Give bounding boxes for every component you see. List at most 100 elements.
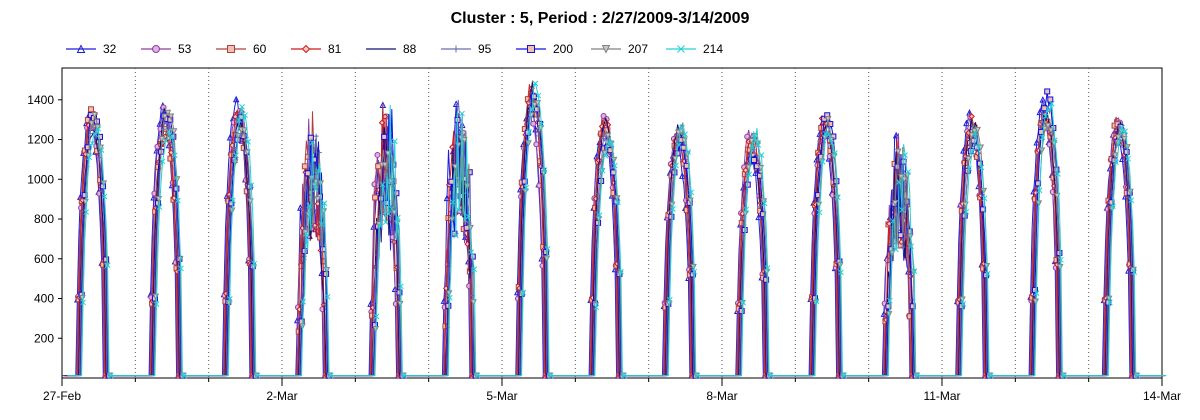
y-tick-label: 1200: [27, 133, 54, 147]
data-point: [86, 154, 93, 161]
data-point: [448, 178, 455, 185]
data-point: [1035, 180, 1042, 187]
data-point: [685, 148, 691, 155]
data-point: [1033, 138, 1041, 146]
data-point: [981, 195, 988, 202]
data-point: [297, 204, 304, 211]
chart-title: Cluster : 5, Period : 2/27/2009-3/14/200…: [450, 10, 750, 27]
data-point: [372, 194, 379, 201]
data-point: [689, 271, 696, 278]
data-point: [468, 249, 475, 256]
data-point: [972, 129, 979, 136]
data-point: [393, 190, 400, 197]
legend-label: 53: [178, 42, 192, 56]
legend: 32 53 60 81 88 95 200 207 214: [66, 42, 723, 56]
data-point: [825, 131, 832, 138]
data-point: [767, 372, 774, 379]
data-point: [602, 152, 609, 159]
data-point: [761, 200, 768, 207]
data-point: [1032, 286, 1039, 293]
data-point: [816, 209, 823, 216]
legend-item: 32: [66, 42, 117, 56]
data-point: [1048, 100, 1055, 107]
data-point: [975, 144, 982, 150]
data-point: [604, 132, 612, 140]
data-point: [1116, 140, 1122, 146]
data-point: [465, 213, 471, 220]
series-line-214: [67, 82, 1167, 377]
data-point: [310, 156, 317, 163]
data-point: [164, 109, 172, 117]
data-point: [608, 141, 615, 148]
data-point: [1061, 372, 1067, 379]
data-point: [682, 131, 688, 138]
data-point: [232, 95, 240, 103]
data-point: [1134, 372, 1141, 379]
data-point: [152, 45, 160, 53]
data-point: [1051, 137, 1058, 144]
data-point: [165, 128, 172, 135]
data-point: [1111, 152, 1119, 159]
data-point: [228, 193, 234, 199]
data-point: [241, 127, 248, 135]
data-point: [306, 202, 313, 209]
data-point: [298, 318, 305, 325]
data-point: [530, 120, 537, 127]
y-tick-label: 400: [34, 292, 54, 306]
x-tick-label: 11-Mar: [923, 389, 960, 403]
data-point: [535, 92, 542, 99]
data-point: [381, 133, 388, 140]
series-layer: [62, 80, 1167, 380]
data-point: [1044, 88, 1051, 95]
data-point: [181, 372, 187, 379]
data-point: [321, 200, 328, 207]
data-point: [453, 232, 459, 239]
data-point: [676, 142, 682, 148]
data-point: [92, 131, 99, 138]
data-point: [893, 246, 899, 253]
data-point: [254, 372, 261, 379]
data-point: [763, 276, 770, 283]
data-point: [896, 179, 902, 185]
data-point: [1047, 127, 1055, 135]
data-point: [835, 194, 841, 201]
data-point: [156, 204, 163, 211]
data-point: [309, 139, 316, 146]
data-point: [314, 196, 321, 203]
data-point: [456, 207, 462, 213]
data-point: [905, 169, 911, 175]
data-point: [300, 298, 306, 305]
data-point: [547, 372, 554, 379]
data-point: [168, 132, 175, 139]
data-point: [226, 296, 233, 302]
data-point: [666, 296, 673, 303]
data-point: [526, 129, 533, 135]
legend-item: 95: [441, 42, 492, 56]
data-point: [83, 209, 90, 215]
data-point: [1042, 113, 1049, 120]
x-tick-label: 5-Mar: [486, 389, 517, 403]
data-point: [98, 147, 105, 153]
data-point: [167, 155, 174, 162]
x-tick-label: 14-Mar: [1143, 389, 1181, 403]
data-point: [987, 372, 994, 379]
data-point: [452, 45, 460, 53]
data-point: [452, 100, 460, 107]
data-point: [375, 163, 382, 170]
data-point: [679, 124, 685, 131]
data-point: [301, 44, 311, 54]
data-point: [474, 372, 481, 379]
data-point: [385, 211, 392, 217]
data-point: [303, 230, 310, 237]
data-point: [755, 142, 762, 148]
data-point: [690, 263, 697, 271]
data-point: [831, 150, 838, 156]
data-point: [1045, 106, 1052, 113]
data-point: [824, 116, 832, 123]
data-point: [101, 193, 108, 200]
data-point: [604, 127, 611, 134]
data-point: [103, 256, 110, 263]
legend-label: 81: [328, 42, 342, 56]
data-point: [819, 158, 826, 165]
